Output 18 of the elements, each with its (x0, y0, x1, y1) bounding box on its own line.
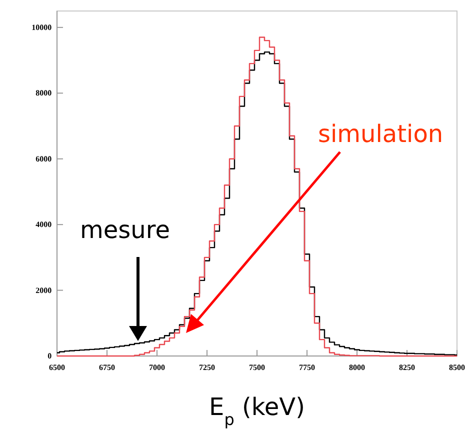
y-tick-label: 0 (48, 352, 52, 361)
x-tick-label: 7500 (249, 363, 265, 372)
x-tick-label: 8000 (349, 363, 365, 372)
x-tick-label: 8500 (449, 363, 465, 372)
x-tick-label: 7000 (149, 363, 165, 372)
x-tick-label: 6500 (49, 363, 65, 372)
x-tick-label: 7750 (299, 363, 315, 372)
y-tick-label: 6000 (36, 154, 52, 164)
y-tick-label: 8000 (36, 88, 52, 98)
y-tick-label: 10000 (32, 22, 52, 32)
y-tick-label: 2000 (36, 286, 52, 295)
series-label: simulation (318, 120, 444, 148)
x-tick-label: 6750 (99, 363, 115, 372)
series-label: mesure (80, 216, 170, 244)
x-tick-label: 8250 (399, 363, 415, 372)
y-tick-label: 4000 (36, 220, 52, 230)
x-axis-title: E$_{p}$ (keV) (209, 393, 305, 428)
x-tick-label: 7250 (199, 363, 215, 372)
